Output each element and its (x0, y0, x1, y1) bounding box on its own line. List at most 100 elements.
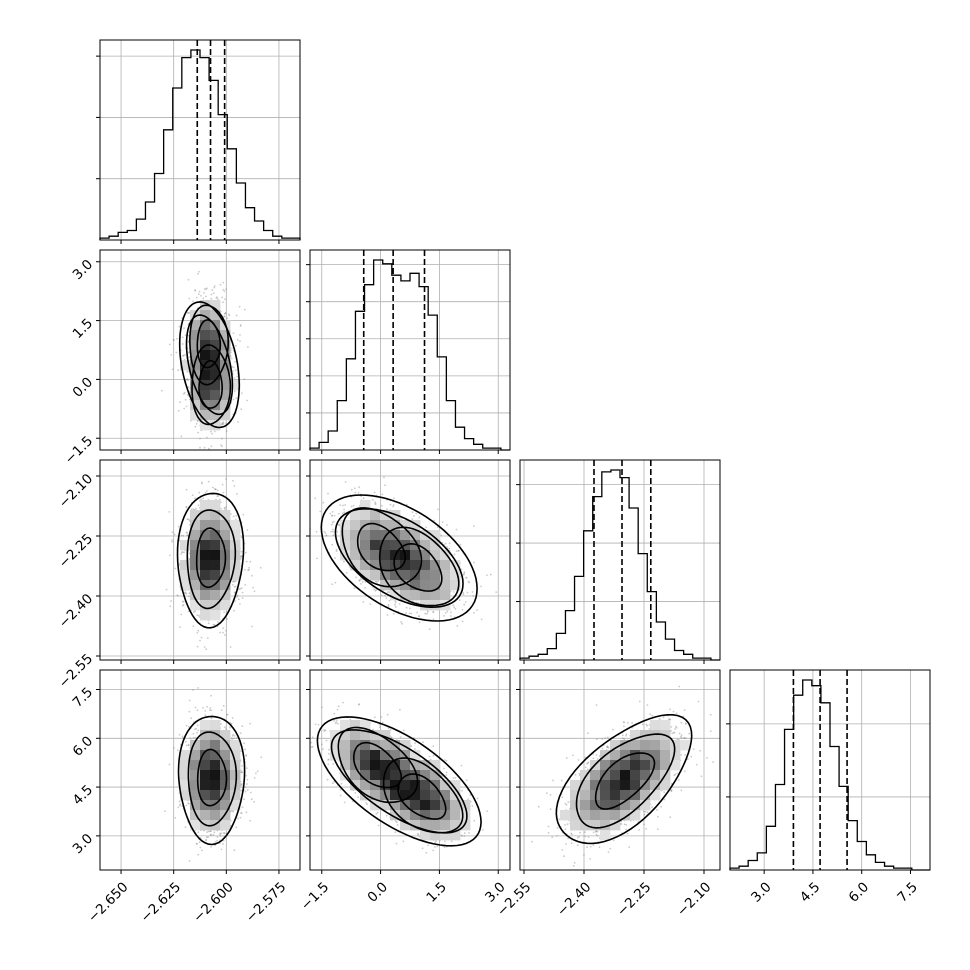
scatter-point (415, 601, 418, 604)
scatter-point (405, 606, 408, 609)
scatter-point (248, 568, 251, 571)
scatter-point (433, 519, 436, 522)
scatter-point (186, 312, 189, 314)
scatter-point (186, 518, 189, 521)
scatter-point (181, 336, 184, 339)
density-cell (190, 510, 201, 521)
scatter-point (332, 520, 335, 523)
scatter-point (205, 288, 207, 291)
scatter-point (331, 521, 334, 524)
density-cell (210, 390, 221, 401)
density-content (165, 478, 262, 651)
scatter-point (233, 586, 236, 588)
scatter-point (224, 312, 226, 315)
scatter-point (358, 580, 361, 582)
scatter-point (332, 534, 335, 536)
density-cell (200, 350, 211, 361)
scatter-point (223, 611, 226, 614)
scatter-point (226, 317, 229, 320)
scatter-point (188, 592, 191, 594)
scatter-point (448, 547, 451, 550)
scatter-point (183, 393, 185, 395)
scatter-point (196, 614, 199, 616)
panel-frame (309, 249, 511, 451)
density-cell (190, 530, 201, 541)
scatter-point (185, 532, 188, 534)
scatter-point (374, 589, 377, 592)
density-cell (200, 570, 211, 581)
contour-line (195, 527, 227, 589)
scatter-point (181, 551, 183, 554)
scatter-point (259, 566, 262, 569)
scatter-point (384, 484, 386, 486)
scatter-point (240, 554, 243, 557)
scatter-point (203, 646, 206, 648)
scatter-point (457, 549, 460, 552)
scatter-point (230, 513, 232, 515)
scatter-point (219, 283, 222, 286)
scatter-point (192, 625, 195, 628)
scatter-point (221, 296, 224, 299)
scatter-point (188, 356, 191, 358)
scatter-point (198, 270, 200, 273)
scatter-point (222, 631, 224, 634)
scatter-point (236, 338, 239, 341)
scatter-point (187, 341, 190, 343)
scatter-point (185, 405, 188, 408)
scatter-point (205, 295, 207, 298)
scatter-point (453, 606, 456, 609)
density-cell (190, 400, 201, 411)
scatter-point (234, 344, 237, 347)
scatter-point (198, 614, 200, 617)
scatter-point (186, 534, 189, 536)
scatter-point (401, 622, 403, 625)
scatter-point (221, 437, 223, 440)
scatter-point (183, 391, 186, 394)
scatter-point (224, 298, 226, 301)
density-cell (200, 590, 211, 601)
scatter-point (224, 506, 227, 508)
scatter-point (210, 430, 212, 433)
panel-frame (99, 39, 301, 241)
scatter-point (464, 601, 467, 603)
scatter-point (220, 423, 222, 425)
scatter-point (173, 533, 176, 536)
scatter-point (213, 488, 216, 490)
scatter-point (473, 561, 475, 564)
density-cell (180, 580, 191, 591)
scatter-point (194, 610, 197, 613)
scatter-point (200, 498, 203, 501)
scatter-point (192, 611, 195, 613)
density-cell (180, 560, 191, 571)
density-cell (200, 610, 211, 621)
scatter-point (202, 497, 205, 500)
scatter-point (322, 501, 325, 504)
scatter-point (221, 423, 224, 426)
scatter-point (323, 530, 326, 533)
scatter-point (389, 503, 392, 506)
scatter-point (232, 332, 235, 334)
scatter-point (392, 505, 394, 508)
scatter-point (225, 629, 227, 632)
scatter-point (233, 377, 236, 379)
density-cell (210, 560, 221, 571)
contour-line (191, 344, 232, 426)
density-cell (180, 540, 191, 551)
scatter-point (183, 551, 186, 554)
scatter-point (179, 626, 182, 628)
contour-line (186, 509, 237, 610)
density-cell (210, 580, 221, 591)
density-cell (200, 580, 211, 591)
scatter-point (210, 293, 213, 296)
density-cell (220, 330, 231, 341)
scatter-point (220, 444, 223, 446)
scatter-point (221, 423, 224, 425)
scatter-point (191, 494, 194, 497)
scatter-point (240, 558, 242, 560)
scatter-point (171, 540, 174, 543)
scatter-point (231, 580, 234, 583)
scatter-point (234, 585, 237, 588)
scatter-point (216, 489, 219, 492)
scatter-point (247, 569, 250, 571)
scatter-point (216, 495, 219, 497)
